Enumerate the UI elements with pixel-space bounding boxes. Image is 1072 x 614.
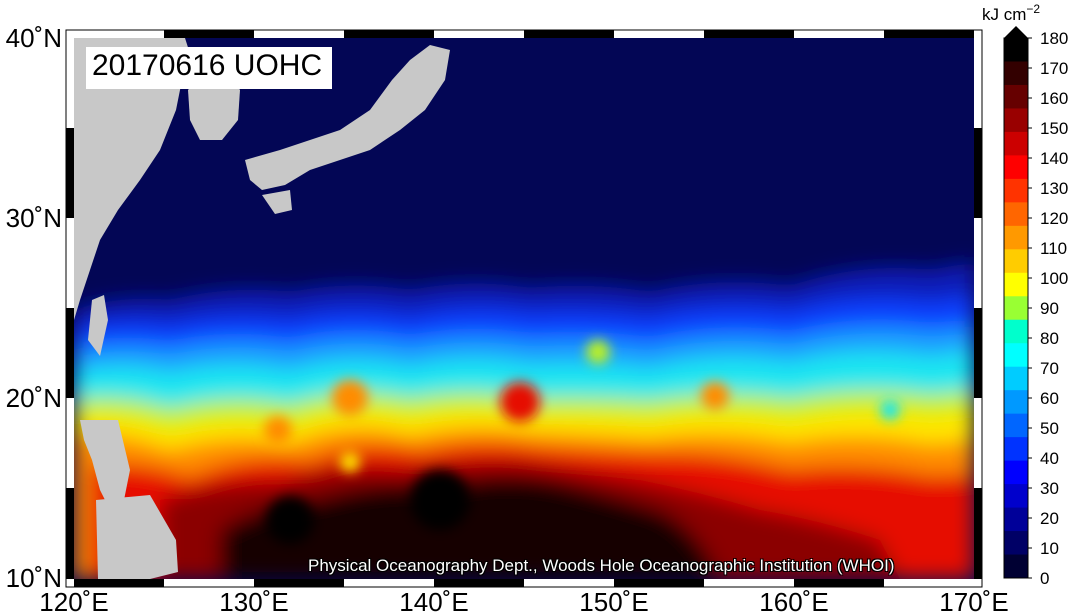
lon-label-150: 150˚E [579,587,648,614]
colorbar-arrow [1004,26,1028,38]
colorbar-cell [1004,61,1028,86]
latitude-labels: 40˚N 30˚N 20˚N 10˚N [6,23,62,593]
lon-label-160: 160˚E [759,587,828,614]
colorbar-cell [1004,437,1028,462]
colorbar-tick-label: 120 [1040,209,1068,228]
title-box [86,47,332,89]
colorbar-tick-label: 0 [1040,569,1049,588]
colorbar: kJ cm−2 18017016015014013012011010090807… [982,2,1068,588]
colorbar-cell [1004,38,1028,62]
lat-label-30: 30˚N [6,203,62,233]
colorbar-cell [1004,343,1028,368]
colorbar-tick-label: 30 [1040,479,1059,498]
colorbar-cells [1003,37,1029,579]
ohc-field [74,38,974,579]
colorbar-tick-label: 40 [1040,449,1059,468]
colorbar-tick-label: 80 [1040,329,1059,348]
colorbar-cell [1004,155,1028,180]
colorbar-tick-label: 180 [1040,29,1068,48]
colorbar-cell [1004,554,1028,579]
lon-label-130: 130˚E [219,587,288,614]
colorbar-tick-label: 100 [1040,269,1068,288]
colorbar-tick-label: 160 [1040,89,1068,108]
colorbar-tick-label: 50 [1040,419,1059,438]
colorbar-cell [1004,390,1028,415]
longitude-labels: 120˚E 130˚E 140˚E 150˚E 160˚E 170˚E [39,587,1008,614]
colorbar-cell [1004,507,1028,532]
credit-text: Physical Oceanography Dept., Woods Hole … [308,556,895,575]
colorbar-cell [1004,202,1028,227]
colorbar-tick-label: 90 [1040,299,1059,318]
colorbar-tick-label: 170 [1040,59,1068,78]
colorbar-tick-label: 150 [1040,119,1068,138]
colorbar-cell [1004,296,1028,321]
lat-label-20: 20˚N [6,383,62,413]
colorbar-cell [1004,178,1028,203]
map-title: 20170616 UOHC [92,49,323,82]
colorbar-cell [1004,460,1028,485]
colorbar-cell [1004,413,1028,438]
colorbar-unit: kJ cm−2 [982,2,1040,24]
colorbar-cell [1004,531,1028,556]
colorbar-tick-label: 140 [1040,149,1068,168]
colorbar-tick-label: 60 [1040,389,1059,408]
lon-label-120: 120˚E [39,587,108,614]
colorbar-cell [1004,225,1028,250]
colorbar-tick-label: 20 [1040,509,1059,528]
colorbar-tick-label: 10 [1040,539,1059,558]
colorbar-cell [1004,484,1028,509]
colorbar-cell [1004,272,1028,297]
colorbar-cell [1004,84,1028,109]
lon-label-140: 140˚E [399,587,468,614]
land [74,38,450,579]
colorbar-cell [1004,131,1028,156]
lat-label-40: 40˚N [6,23,62,53]
lon-label-170: 170˚E [939,587,1008,614]
colorbar-tick-label: 130 [1040,179,1068,198]
colorbar-cell [1004,249,1028,274]
lat-label-10: 10˚N [6,563,62,593]
colorbar-tick-label: 70 [1040,359,1059,378]
colorbar-cell [1004,319,1028,344]
colorbar-cell [1004,108,1028,133]
colorbar-ticks: 1801701601501401301201101009080706050403… [1028,29,1068,588]
colorbar-cell [1004,366,1028,391]
colorbar-tick-label: 110 [1040,239,1067,258]
